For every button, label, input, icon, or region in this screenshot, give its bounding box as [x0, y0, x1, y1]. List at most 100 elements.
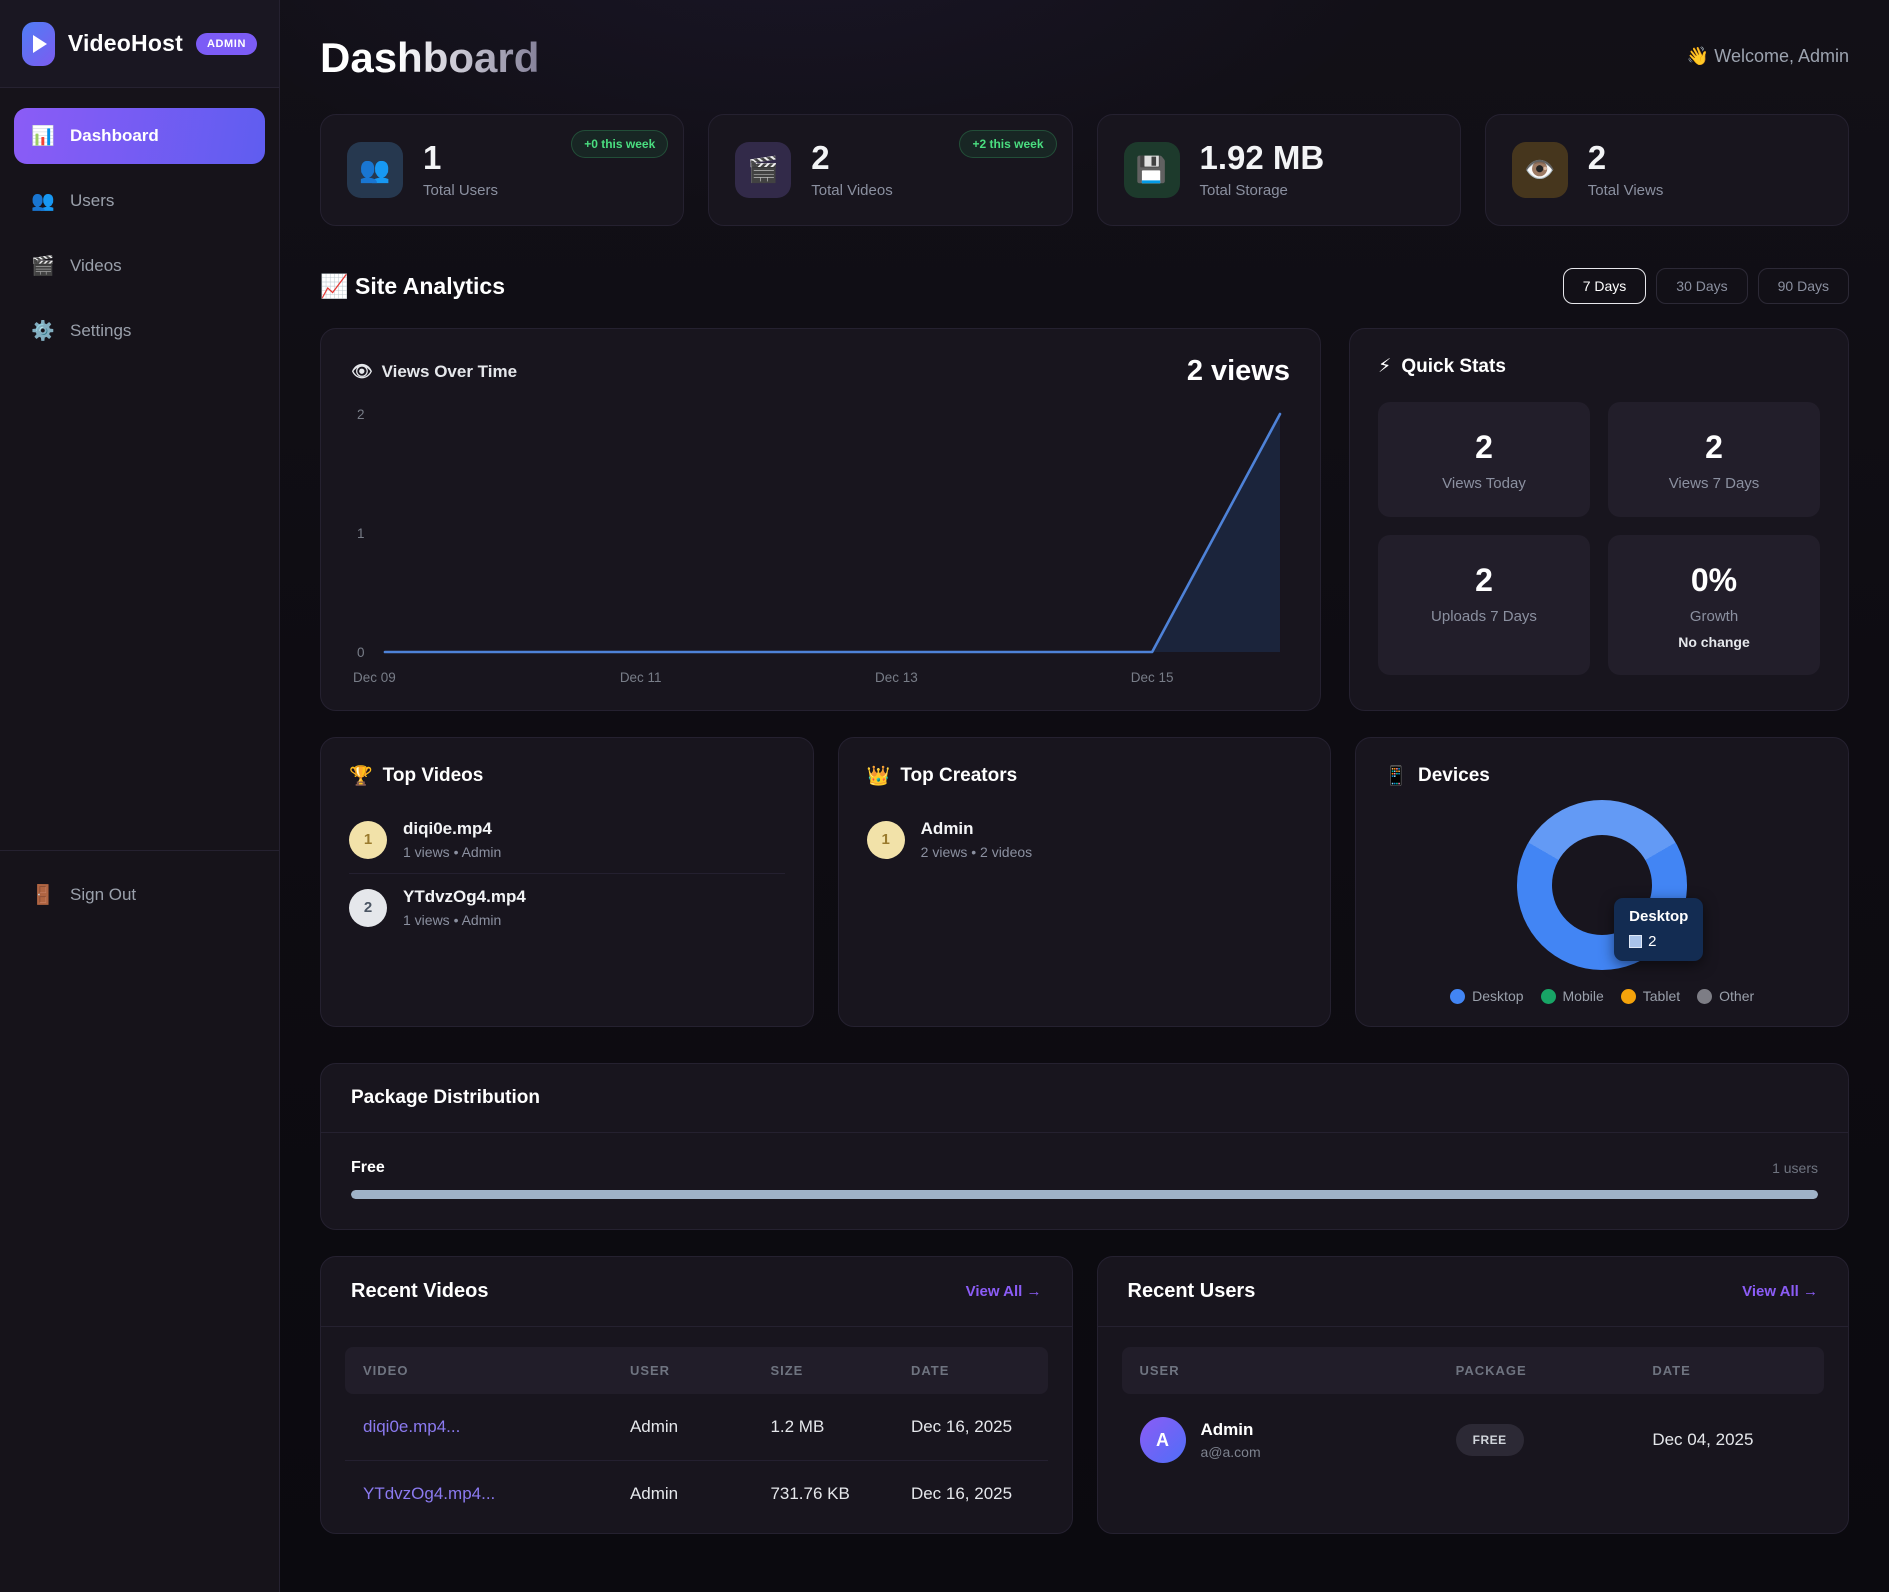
recent-videos-view-all-link[interactable]: View All → — [965, 1283, 1042, 1300]
tooltip-label: Desktop — [1629, 908, 1689, 925]
sidebar-item-label: Settings — [70, 321, 132, 340]
stat-trend-badge: +0 this week — [571, 130, 669, 158]
legend-item-other[interactable]: Other — [1697, 988, 1754, 1004]
creator-name: Admin — [920, 819, 974, 838]
bar-chart-icon: 📊 — [31, 126, 55, 147]
legend-item-tablet[interactable]: Tablet — [1620, 988, 1680, 1004]
devices-donut-chart[interactable]: Desktop 2 — [1517, 800, 1704, 970]
analytics-section-header: 📈 Site Analytics 7 Days 30 Days 90 Days — [320, 268, 1849, 304]
top-creators-list: 1 Admin 2 views • 2 videos — [866, 806, 1303, 873]
package-distribution-body: Free 1 users — [321, 1133, 1848, 1229]
floppy-disk-icon: 💾 — [1123, 142, 1180, 198]
range-buttons: 7 Days 30 Days 90 Days — [1562, 268, 1849, 304]
video-meta: 1 views • Admin — [403, 912, 502, 928]
sidebar-footer: 🚪 Sign Out — [0, 850, 279, 948]
video-meta: 1 views • Admin — [403, 844, 502, 860]
page-header: Dashboard 👋 Welcome, Admin — [320, 34, 1849, 82]
column-header-user: USER — [1121, 1347, 1438, 1394]
package-distribution-title: Package Distribution — [351, 1087, 540, 1108]
stat-label: Total Views — [1587, 181, 1664, 199]
play-icon — [33, 34, 48, 53]
package-distribution-panel: Package Distribution Free 1 users — [320, 1063, 1849, 1230]
svg-text:Dec 15: Dec 15 — [1131, 670, 1174, 685]
quick-stat-views-today: 2 Views Today — [1378, 402, 1590, 517]
stat-value: 1.92 MB — [1199, 139, 1325, 177]
svg-text:Dec 11: Dec 11 — [620, 670, 662, 685]
sidebar-item-dashboard[interactable]: 📊 Dashboard — [14, 108, 265, 164]
trophy-icon: 🏆 — [349, 766, 373, 787]
recent-videos-table: VIDEO USER SIZE DATE diqi0e.mp4... Admin… — [345, 1347, 1048, 1527]
column-header-date: DATE — [1634, 1347, 1824, 1394]
wave-icon: 👋 — [1686, 46, 1710, 66]
sidebar-nav: 📊 Dashboard 👥 Users 🎬 Videos ⚙️ Settings — [0, 88, 279, 388]
table-row: diqi0e.mp4... Admin 1.2 MB Dec 16, 2025 — [345, 1394, 1048, 1461]
top-creators-panel: 👑 Top Creators 1 Admin 2 views • 2 video… — [837, 737, 1332, 1027]
legend-item-mobile[interactable]: Mobile — [1540, 988, 1604, 1004]
sidebar-item-videos[interactable]: 🎬 Videos — [14, 238, 265, 294]
svg-text:Dec 09: Dec 09 — [353, 670, 396, 685]
rank-badge: 1 — [866, 820, 905, 859]
page-title: Dashboard — [320, 34, 540, 81]
table-row: A Admin a@a.com FREE Dec 04, 2025 — [1122, 1394, 1825, 1486]
column-header-package: PACKAGE — [1437, 1347, 1635, 1394]
range-button-30-days[interactable]: 30 Days — [1656, 268, 1748, 304]
user-name: Admin — [1200, 1420, 1254, 1439]
stat-label: Total Videos — [811, 181, 893, 199]
package-user-count: 1 users — [1772, 1160, 1818, 1176]
column-header-video: VIDEO — [345, 1347, 612, 1394]
video-date: Dec 16, 2025 — [910, 1417, 1013, 1436]
column-header-date: DATE — [892, 1347, 1048, 1394]
tooltip-value: 2 — [1648, 933, 1657, 950]
legend-dot — [1697, 988, 1713, 1004]
analytics-title: 📈 Site Analytics — [320, 272, 506, 299]
growth-sub-label: No change — [1678, 634, 1750, 650]
avatar: A — [1139, 1417, 1186, 1463]
list-item[interactable]: 1 diqi0e.mp4 1 views • Admin — [349, 806, 785, 873]
video-size: 1.2 MB — [770, 1417, 825, 1436]
package-name: Free — [351, 1159, 385, 1176]
video-date: Dec 16, 2025 — [892, 1460, 1048, 1527]
sign-out-button[interactable]: 🚪 Sign Out — [14, 867, 265, 923]
views-total: 2 views — [1186, 355, 1290, 387]
quick-stat-uploads-7-days: 2 Uploads 7 Days — [1378, 535, 1590, 675]
clapperboard-icon: 🎬 — [31, 256, 55, 277]
crown-icon: 👑 — [866, 766, 891, 787]
chart-tooltip: Desktop 2 — [1614, 898, 1704, 961]
package-distribution-header: Package Distribution — [321, 1064, 1848, 1133]
video-link[interactable]: YTdvzOg4.mp4... — [363, 1484, 496, 1503]
top-creators-title: 👑 Top Creators — [866, 765, 1018, 787]
sidebar-item-users[interactable]: 👥 Users — [14, 173, 265, 229]
stat-value: 2 — [1587, 139, 1607, 177]
stat-value: 1 — [423, 139, 442, 177]
recent-users-title: Recent Users — [1127, 1280, 1256, 1302]
mobile-phone-icon: 📱 — [1384, 766, 1408, 787]
list-item[interactable]: 1 Admin 2 views • 2 videos — [866, 806, 1303, 873]
svg-text:2: 2 — [357, 407, 364, 422]
rank-badge: 2 — [349, 888, 387, 927]
charts-row: 👁 Views Over Time 2 views 0 1 2 Dec 09 Dec 1… — [320, 328, 1849, 711]
recent-users-view-all-link[interactable]: View All → — [1742, 1283, 1818, 1300]
sidebar-item-settings[interactable]: ⚙️ Settings — [14, 303, 265, 359]
legend-item-desktop[interactable]: Desktop — [1450, 988, 1524, 1004]
brand-name: VideoHost — [67, 30, 183, 56]
bottom-row: Recent Videos View All → VIDEO USER SIZE… — [320, 1256, 1849, 1534]
views-line-chart[interactable]: 0 1 2 Dec 09 Dec 11 Dec 13 Dec 15 — [351, 394, 1290, 694]
range-button-90-days[interactable]: 90 Days — [1757, 268, 1849, 304]
users-icon: 👥 — [347, 142, 403, 198]
eye-icon: 👁️ — [1511, 142, 1568, 198]
package-progress-fill — [351, 1190, 1818, 1199]
door-icon: 🚪 — [31, 885, 55, 906]
table-row: YTdvzOg4.mp4... Admin 731.76 KB Dec 16, … — [345, 1460, 1048, 1527]
top-videos-title: 🏆 Top Videos — [349, 765, 484, 787]
video-name: YTdvzOg4.mp4 — [403, 887, 526, 906]
stat-label: Total Users — [423, 181, 499, 199]
top-videos-panel: 🏆 Top Videos 1 diqi0e.mp4 1 views • Admi… — [320, 737, 814, 1027]
views-chart-title: 👁 Views Over Time — [351, 361, 518, 381]
video-link[interactable]: diqi0e.mp4... — [363, 1417, 461, 1436]
chart-increasing-icon: 📈 — [320, 272, 349, 299]
range-button-7-days[interactable]: 7 Days — [1562, 268, 1647, 304]
quick-stat-views-7-days: 2 Views 7 Days — [1608, 402, 1820, 517]
quick-stats-grid: 2 Views Today 2 Views 7 Days 2 Uploads 7… — [1378, 402, 1820, 675]
brand-header: VideoHost ADMIN — [0, 0, 279, 88]
list-item[interactable]: 2 YTdvzOg4.mp4 1 views • Admin — [349, 873, 785, 941]
